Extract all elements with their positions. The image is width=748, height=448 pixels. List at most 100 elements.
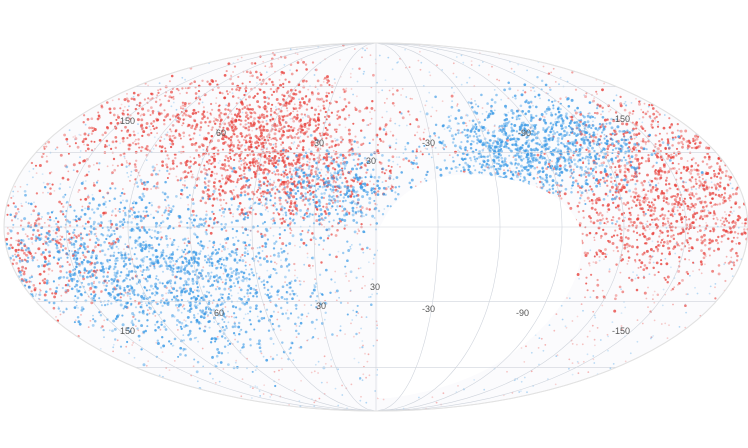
data-point xyxy=(232,213,235,215)
data-point xyxy=(117,210,120,212)
data-point xyxy=(723,199,726,202)
data-point xyxy=(359,267,362,269)
data-point xyxy=(105,206,107,209)
data-point xyxy=(345,180,349,184)
data-point xyxy=(302,60,306,64)
data-point xyxy=(184,87,187,89)
data-point xyxy=(91,298,94,301)
data-point xyxy=(265,206,269,209)
data-point xyxy=(420,61,423,64)
data-point xyxy=(677,269,681,273)
data-point xyxy=(329,134,333,138)
data-point xyxy=(32,168,35,170)
data-point xyxy=(627,260,630,262)
data-point xyxy=(367,353,370,356)
data-point xyxy=(140,118,144,122)
data-point xyxy=(643,291,647,295)
data-point xyxy=(274,106,277,108)
data-point xyxy=(389,130,392,133)
data-point xyxy=(291,117,294,120)
data-point xyxy=(720,193,724,196)
data-point xyxy=(361,340,364,342)
data-point xyxy=(728,178,731,181)
data-point xyxy=(378,54,381,57)
data-point xyxy=(408,66,411,68)
data-point xyxy=(584,296,586,299)
data-point xyxy=(643,235,646,238)
data-point xyxy=(171,134,174,138)
data-point xyxy=(493,89,496,91)
data-point xyxy=(618,285,622,289)
data-point xyxy=(111,164,114,167)
data-point xyxy=(214,122,217,125)
data-point xyxy=(644,129,647,132)
data-point xyxy=(231,88,234,91)
data-point xyxy=(137,329,140,332)
data-point xyxy=(383,102,386,104)
data-point xyxy=(705,186,709,189)
data-point xyxy=(269,227,272,230)
data-point xyxy=(416,166,420,169)
data-point xyxy=(396,163,399,166)
data-point xyxy=(594,199,598,202)
data-point xyxy=(626,168,630,172)
data-point xyxy=(190,143,194,146)
data-point xyxy=(298,101,302,104)
data-point xyxy=(436,64,438,66)
data-point xyxy=(314,124,318,127)
data-point xyxy=(613,130,617,133)
data-point xyxy=(136,118,140,122)
data-point xyxy=(481,107,484,109)
data-point xyxy=(630,174,634,178)
data-point xyxy=(288,404,290,406)
data-point xyxy=(737,242,741,245)
data-point xyxy=(305,130,309,133)
data-point xyxy=(133,133,136,137)
data-point xyxy=(145,159,148,162)
data-point xyxy=(592,261,595,263)
data-point xyxy=(22,272,26,276)
data-point xyxy=(593,314,596,317)
data-point xyxy=(216,199,219,201)
data-point xyxy=(725,169,728,173)
data-point xyxy=(582,216,585,219)
data-point xyxy=(636,245,639,249)
data-point xyxy=(335,299,338,302)
data-point xyxy=(158,374,161,377)
data-point xyxy=(212,212,215,215)
data-point xyxy=(283,125,286,128)
data-point xyxy=(596,219,599,223)
data-point xyxy=(263,160,267,164)
data-point xyxy=(653,170,657,173)
data-point xyxy=(523,361,526,363)
data-point xyxy=(191,124,194,127)
data-point xyxy=(487,129,490,132)
data-point xyxy=(735,242,738,245)
data-point xyxy=(686,144,690,148)
data-point xyxy=(666,132,669,135)
data-point xyxy=(686,167,690,171)
data-point xyxy=(418,137,422,140)
data-point xyxy=(181,305,184,308)
data-point xyxy=(593,255,596,258)
data-point xyxy=(133,163,137,166)
data-point xyxy=(35,293,38,295)
data-point xyxy=(150,213,152,216)
data-point xyxy=(90,132,94,135)
data-point xyxy=(238,86,242,90)
data-point xyxy=(278,117,282,121)
data-point xyxy=(235,118,238,122)
data-point xyxy=(274,173,277,176)
data-point xyxy=(129,207,133,211)
data-point xyxy=(631,112,634,115)
data-point xyxy=(317,360,320,363)
data-point xyxy=(703,155,707,159)
data-point xyxy=(272,156,276,160)
data-point xyxy=(621,219,625,223)
data-point xyxy=(200,170,203,174)
data-point xyxy=(227,321,230,324)
data-point xyxy=(357,361,360,364)
data-point xyxy=(655,245,658,248)
data-point xyxy=(647,181,650,184)
data-point xyxy=(388,89,391,92)
